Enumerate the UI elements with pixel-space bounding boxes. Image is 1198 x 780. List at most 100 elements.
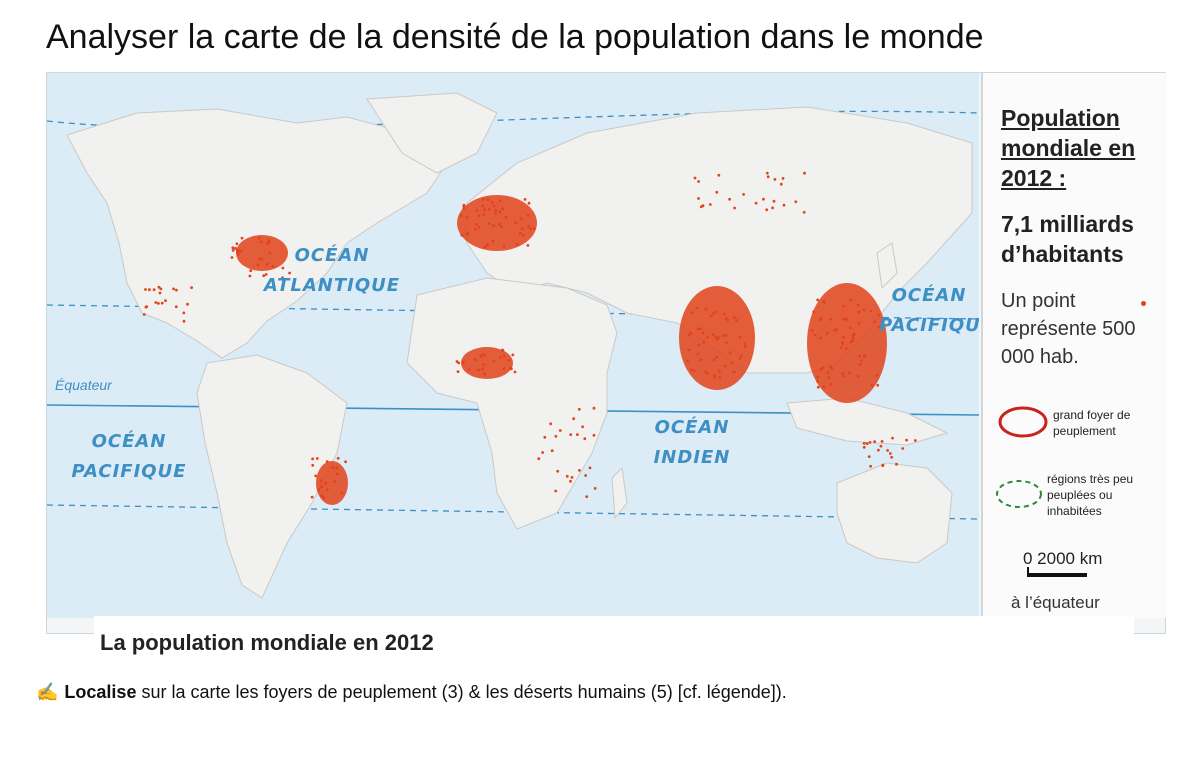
population-dot (311, 457, 314, 461)
population-dot (870, 383, 874, 387)
population-dot (182, 311, 186, 315)
population-dot (705, 371, 709, 375)
population-dot (881, 464, 885, 467)
population-dot (497, 223, 501, 226)
population-dot (331, 466, 335, 469)
population-dot (695, 306, 699, 310)
population-dot (502, 354, 506, 358)
population-dot (852, 332, 856, 336)
population-dot (842, 375, 846, 378)
population-dot (712, 311, 715, 315)
population-dot (856, 303, 860, 307)
population-dot (526, 244, 530, 247)
population-dot (841, 372, 845, 375)
population-dot (725, 341, 729, 345)
population-dot (483, 354, 487, 357)
population-dot (851, 338, 855, 342)
instruction-verb: Localise (64, 682, 137, 702)
world-map: OCÉAN ATLANTIQUE OCÉAN PACIFIQUE OCÉAN P… (47, 73, 979, 618)
population-dot (726, 318, 729, 322)
population-dot (723, 312, 726, 316)
population-dot (314, 474, 318, 478)
population-dot (336, 456, 340, 460)
population-dot (692, 369, 696, 373)
population-dot (740, 354, 743, 357)
population-dot (687, 348, 691, 352)
population-dot (732, 370, 736, 374)
population-dot (462, 203, 466, 207)
japan-shape (876, 242, 898, 290)
north-america-shape (66, 108, 448, 359)
population-dot (554, 489, 558, 493)
population-dot (144, 305, 148, 309)
population-dot (491, 239, 495, 243)
population-dot (249, 269, 253, 273)
population-dot (235, 242, 239, 246)
population-dot (829, 365, 833, 369)
population-dot (483, 372, 486, 376)
population-dot (712, 333, 715, 336)
population-dot (465, 216, 469, 219)
population-dot (320, 494, 323, 498)
population-dot (186, 302, 189, 306)
population-dot (537, 457, 541, 461)
population-dot (501, 349, 505, 352)
population-dot (457, 361, 461, 365)
population-dot (794, 200, 798, 204)
population-dot (857, 310, 861, 314)
population-dot (849, 298, 853, 302)
population-dot (475, 208, 479, 212)
population-dot (569, 433, 573, 436)
population-dot (570, 476, 574, 479)
population-dot (164, 299, 167, 302)
population-dot (728, 351, 732, 355)
population-dot (172, 287, 175, 291)
population-dot (730, 361, 734, 365)
legend-dot-icon (1141, 301, 1146, 306)
population-dot (501, 207, 504, 211)
population-dot (803, 171, 806, 175)
population-dot (766, 175, 770, 179)
population-dot (701, 331, 705, 335)
population-dot (829, 382, 833, 386)
population-dot (857, 321, 861, 325)
population-dot (858, 354, 862, 358)
population-dot (701, 204, 705, 208)
population-dot (702, 340, 706, 344)
population-dot (833, 328, 837, 332)
population-dot (773, 178, 777, 181)
legend-desert-text: régions très peu peuplées ou inhabitées (1047, 472, 1134, 518)
population-dot (482, 198, 485, 201)
population-dot (714, 335, 718, 339)
population-dot (712, 358, 716, 362)
instruction-text: ✍ Localise sur la carte les foyers de peu… (36, 682, 787, 703)
population-dot (819, 368, 823, 371)
population-dot (281, 276, 284, 280)
population-dot (502, 367, 506, 371)
population-dot (816, 298, 820, 302)
population-dot (236, 253, 240, 256)
population-dot (715, 310, 718, 313)
scale-tick (1027, 567, 1029, 577)
population-dot (325, 460, 329, 463)
population-dot (231, 249, 235, 252)
population-dot (879, 444, 883, 448)
population-dot (822, 300, 826, 303)
population-dot (499, 356, 502, 359)
population-dot (581, 425, 584, 429)
population-dot (697, 197, 700, 200)
population-dot (781, 177, 785, 180)
population-dot (477, 225, 481, 229)
population-dot (827, 376, 831, 379)
population-dot (461, 360, 465, 363)
population-dot (765, 208, 769, 212)
ocean-pacific-west-label: OCÉAN PACIFIQUE (71, 431, 187, 482)
population-dot (158, 291, 162, 295)
population-dot (502, 244, 506, 248)
population-dot (715, 190, 719, 194)
population-dot (821, 366, 825, 369)
population-dot (723, 364, 727, 368)
population-dot (511, 353, 515, 357)
population-dot (733, 316, 736, 319)
population-dot (532, 227, 536, 230)
